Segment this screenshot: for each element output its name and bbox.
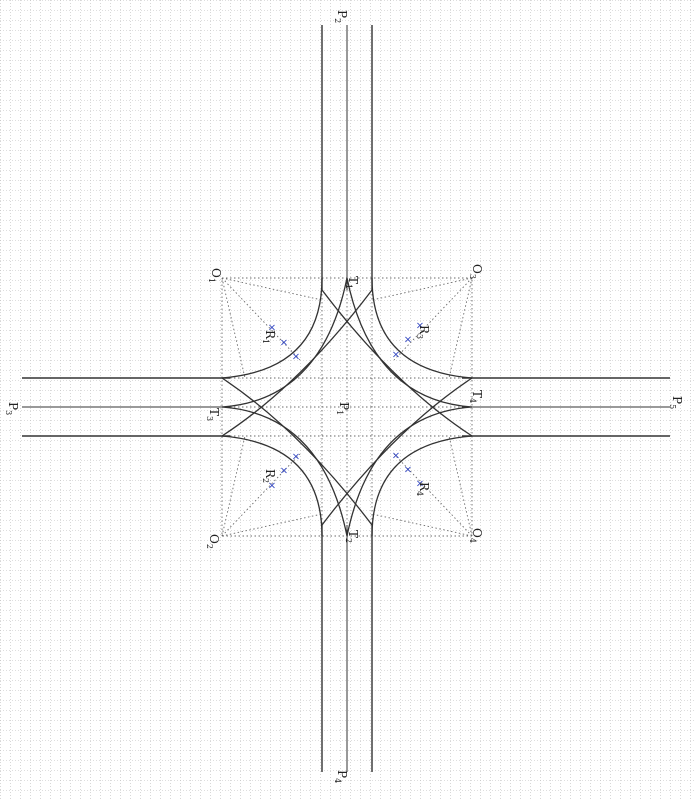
fan-o3-c	[393, 277, 473, 361]
fan-o2-b	[221, 435, 246, 537]
arc-se-to-nw-a	[221, 377, 373, 526]
marker-r3-c: ×	[392, 350, 400, 361]
road-lines	[22, 25, 670, 772]
label-o2: O2	[205, 534, 221, 549]
label-t4: T4	[468, 390, 484, 403]
arc-ne-to-sw-a	[221, 289, 373, 437]
arc-sw-to-ne-a	[321, 377, 473, 526]
arc-ne-outer	[371, 277, 473, 379]
arc-sw-outer	[221, 435, 323, 537]
arc-t2-t3	[221, 406, 348, 537]
marker-r3-a: ×	[416, 321, 424, 332]
label-o3: O3	[468, 264, 484, 279]
fan-o3-a	[371, 277, 473, 301]
markers: × × × × × × × × × × × ×	[268, 321, 424, 492]
arc-se-outer	[371, 435, 473, 537]
marker-r4-c: ×	[416, 479, 424, 490]
label-p4: P4	[333, 770, 349, 783]
label-r3: R3	[415, 325, 431, 339]
label-p1: P1	[335, 402, 351, 415]
arc-t2-t4	[346, 406, 473, 537]
label-t3: T3	[205, 408, 221, 421]
marker-r4-a: ×	[392, 451, 400, 462]
label-o1: O1	[207, 268, 223, 283]
arc-t1-t4	[346, 277, 473, 408]
marker-r2-b: ×	[280, 466, 288, 477]
marker-r1-a: ×	[268, 323, 276, 334]
marker-r4-b: ×	[404, 465, 412, 476]
marker-r2-c: ×	[268, 481, 276, 492]
label-r2: R2	[261, 469, 277, 483]
arc-nw-to-se-a	[321, 289, 473, 437]
fan-o4-a	[371, 513, 473, 537]
fan-o1-b	[221, 277, 246, 379]
label-r4: R4	[415, 482, 431, 496]
marker-r3-b: ×	[404, 335, 412, 346]
fan-o2-c	[221, 453, 301, 537]
labels: P2 P4 P3 P5 P1 T1 T2 T3 T4 O1 O2 O3 O4 R…	[4, 10, 684, 783]
label-p3: P3	[4, 402, 20, 415]
fan-o1-a	[221, 277, 323, 301]
marker-r2-a: ×	[292, 452, 300, 463]
label-o4: O4	[468, 528, 484, 543]
label-t1: T1	[344, 276, 360, 289]
fan-o3-b	[448, 277, 473, 379]
label-p2: P2	[333, 10, 349, 23]
arc-nw-outer	[221, 277, 323, 379]
label-p5: P5	[668, 396, 684, 409]
dotted-construction-lines	[221, 277, 473, 537]
arc-t1-t3	[221, 277, 348, 408]
fan-o4-c	[393, 453, 473, 537]
marker-r1-c: ×	[292, 352, 300, 363]
curb-arcs	[221, 277, 473, 537]
label-t2: T2	[344, 530, 360, 543]
fan-o4-b	[448, 435, 473, 537]
label-r1: R1	[261, 330, 277, 344]
fan-o2-a	[221, 513, 323, 537]
fan-o1-c	[221, 277, 301, 361]
marker-r1-b: ×	[280, 338, 288, 349]
